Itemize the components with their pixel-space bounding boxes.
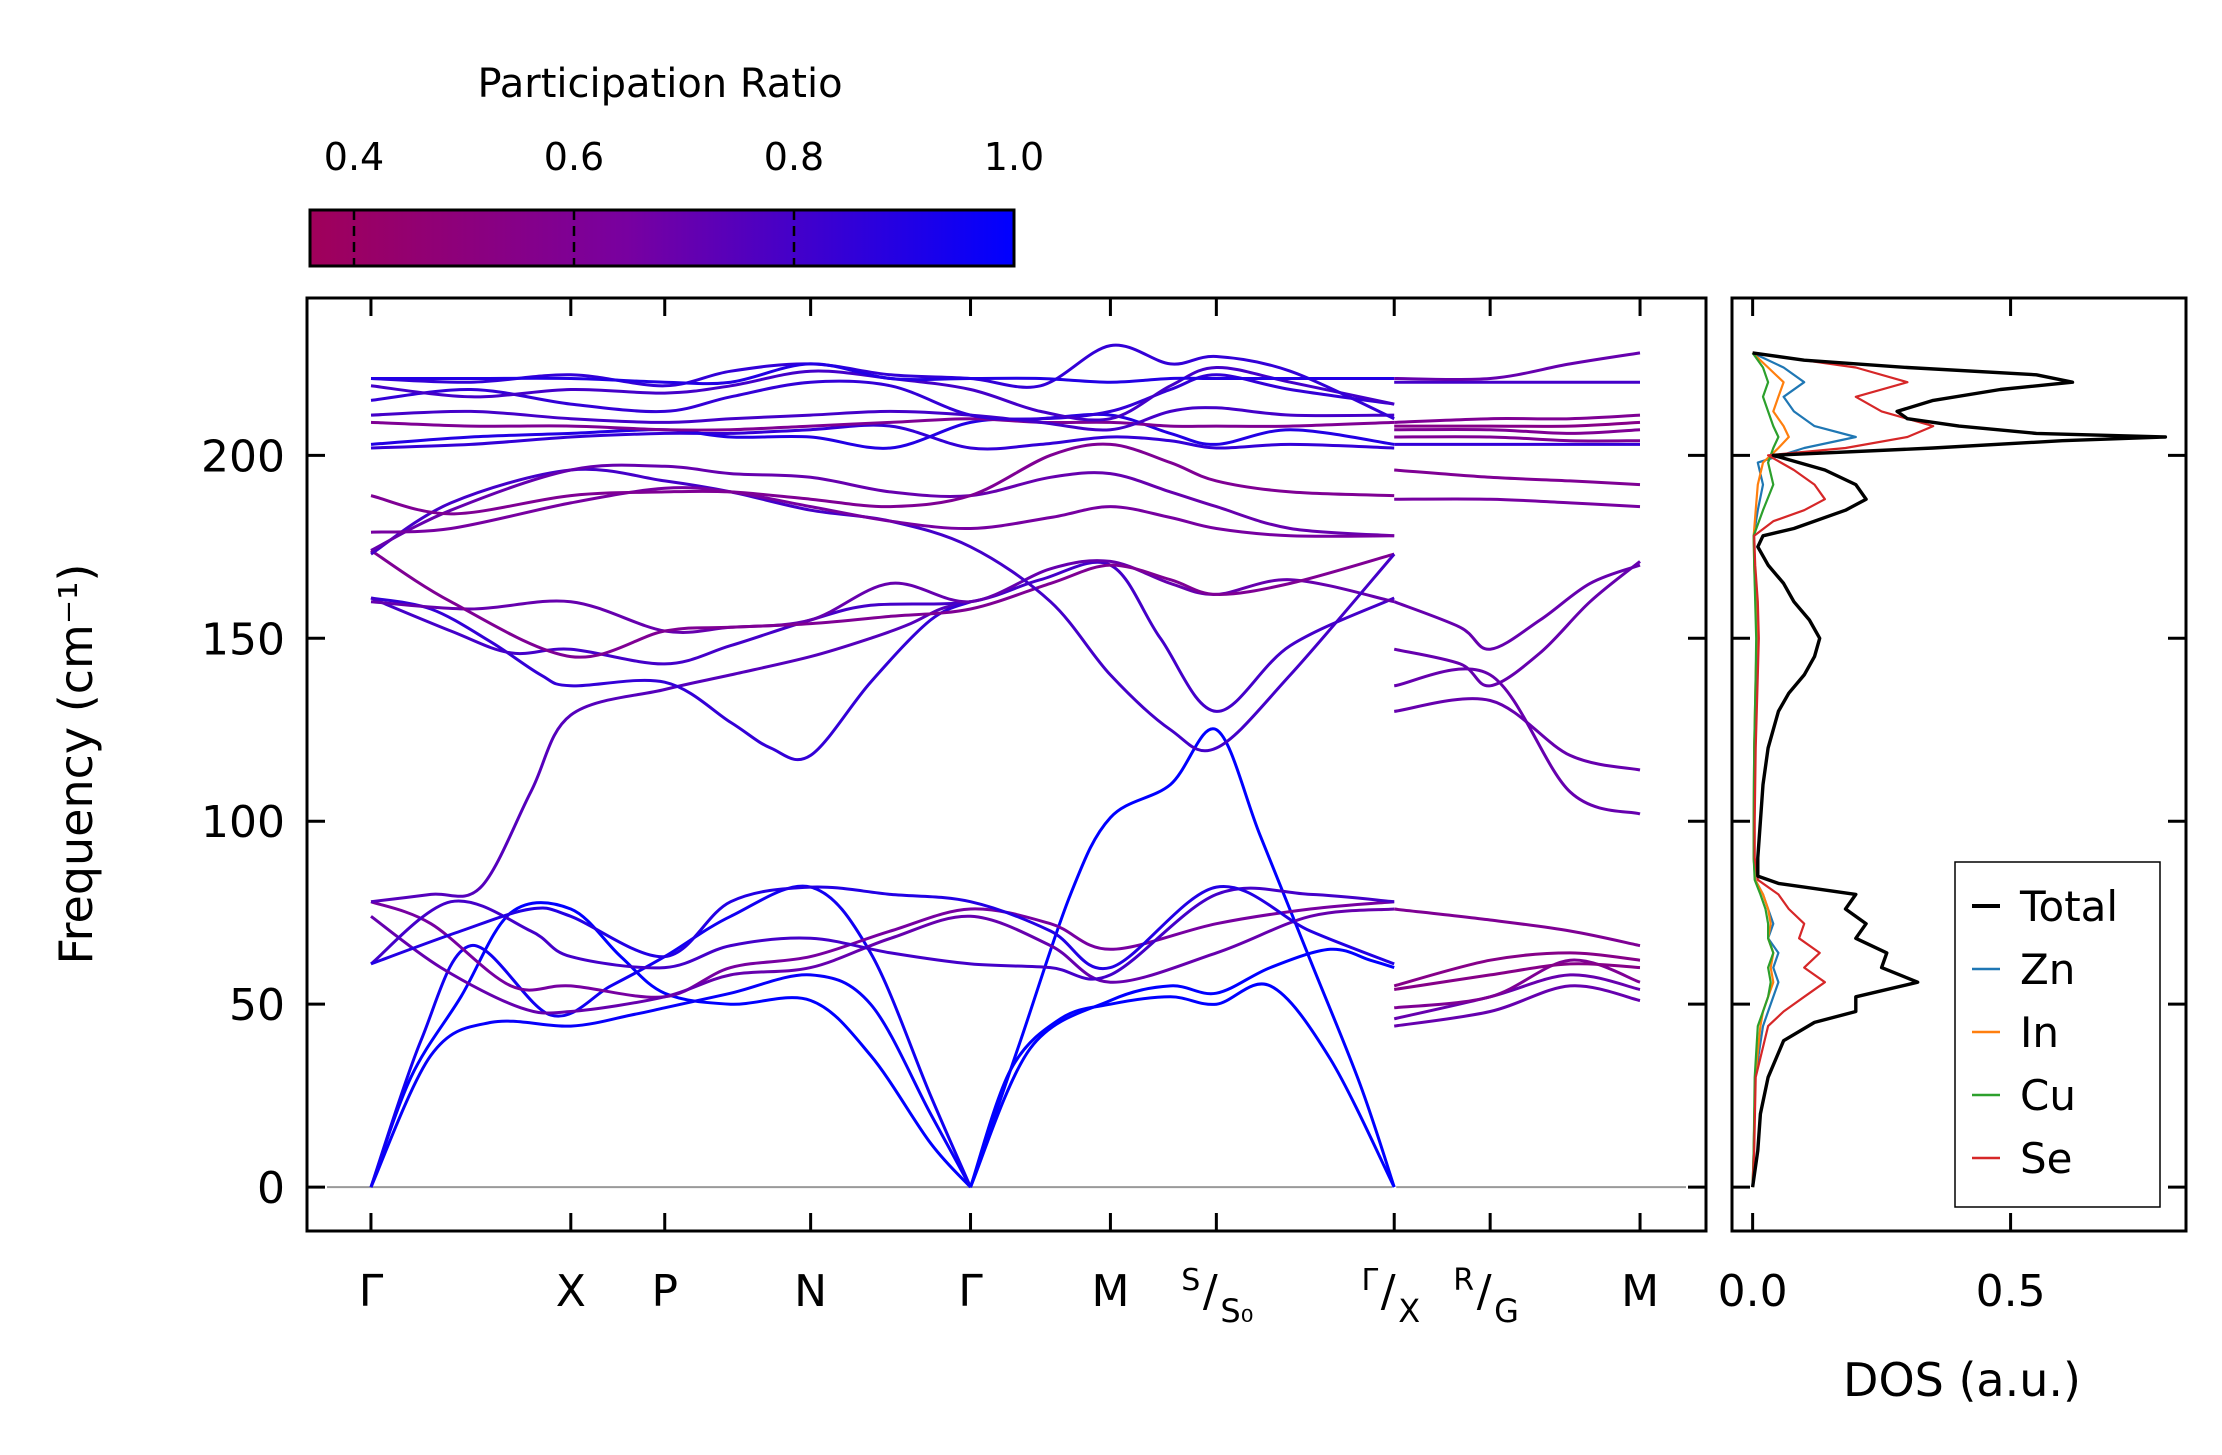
legend: Total Zn In Cu Se [1954, 861, 2161, 1208]
x-tick-label: X [556, 1266, 586, 1317]
y-tick-label: 50 [229, 980, 285, 1031]
x-tick-label-sub: S₀ [1220, 1292, 1253, 1330]
band-mid-5 [370, 549, 1395, 659]
x-tick-label-composite: Γ / X [1362, 1263, 1421, 1330]
y-tick-label: 0 [257, 1163, 285, 1214]
x-tick-label-composite: R / G [1453, 1263, 1519, 1330]
x-tick-label-sup: S [1181, 1263, 1200, 1298]
colorbar-tick-label: 1.0 [984, 135, 1044, 179]
x-tick-label-sub: G [1494, 1292, 1519, 1330]
x-axis-label: DOS (a.u.) [1843, 1353, 2081, 1407]
x-tick-label-slash: / [1477, 1266, 1492, 1317]
band-high-3 [370, 486, 1395, 538]
band-seg2-6 [1394, 907, 1641, 948]
x-tick-label: M [1091, 1266, 1129, 1317]
colorbar-tick-label: 0.8 [764, 135, 824, 179]
legend-label-in: In [2020, 1008, 2059, 1057]
dos-line-se [1751, 351, 1935, 1188]
dos-panel: 0.0 0.5 DOS (a.u.) Total Zn In Cu Se [1718, 296, 2188, 1407]
legend-items: Total Zn In Cu Se [1972, 882, 2118, 1183]
band-seg2-11 [1394, 497, 1641, 509]
band-low-2 [370, 907, 1395, 1015]
band-seg2-16 [1394, 420, 1641, 428]
band-lines [369, 343, 1641, 1189]
band-y-ticks: 0 50 100 150 200 [201, 431, 1706, 1214]
colorbar-tick-label: 0.6 [544, 135, 604, 179]
band-seg2-9 [1393, 560, 1641, 688]
band-seg2-19 [1394, 351, 1641, 382]
band-seg2-3 [1394, 958, 1641, 1010]
band-seg2-2 [1393, 973, 1641, 1021]
band-top-2 [370, 412, 1395, 450]
legend-label-cu: Cu [2020, 1071, 2076, 1120]
dos-frame [1730, 296, 2188, 1233]
band-seg2-14 [1394, 435, 1641, 443]
band-acoustic-2 [369, 973, 972, 1188]
band-mid-1 [370, 600, 971, 904]
band-top-8 [371, 362, 1395, 386]
band-high-2 [370, 463, 1395, 552]
band-seg2-4 [1393, 962, 1641, 991]
dos-x-tick-label: 0.5 [1976, 1266, 2046, 1317]
x-tick-label-slash: / [1203, 1266, 1218, 1317]
band-mid-4 [370, 559, 1395, 634]
band-acoustic-6 [969, 947, 1395, 1188]
y-tick-label: 150 [201, 614, 285, 665]
dos-line-cu [1751, 352, 1780, 1188]
y-tick-label: 100 [201, 797, 285, 848]
band-mid-3 [370, 560, 1395, 713]
band-seg2-15 [1394, 427, 1641, 435]
colorbar-gradient [308, 208, 1016, 268]
x-tick-label-sup: Γ [1362, 1263, 1379, 1298]
x-tick-label-composite: S / S₀ [1181, 1263, 1253, 1330]
band-acoustic-4 [969, 982, 1396, 1188]
x-tick-label: P [651, 1266, 678, 1317]
dos-ticks: 0.0 0.5 [1718, 298, 2186, 1317]
band-seg2-5 [1393, 951, 1641, 988]
legend-label-se: Se [2020, 1134, 2073, 1183]
y-tick-label: 200 [201, 431, 285, 482]
band-low-1 [370, 900, 1395, 999]
band-mid-2 [370, 596, 972, 762]
legend-label-zn: Zn [2020, 945, 2075, 994]
band-x-ticks: Γ X P N Γ M S / S₀Γ / XR / G M [359, 298, 1659, 1330]
band-seg2-7 [1394, 697, 1641, 772]
band-top-5 [370, 373, 1395, 421]
x-tick-label-sup: R [1453, 1263, 1474, 1298]
band-low-4 [370, 884, 1395, 971]
x-tick-label: M [1621, 1266, 1659, 1317]
colorbar-title: Participation Ratio [477, 61, 842, 107]
band-top-4 [370, 406, 1395, 432]
x-tick-label: N [794, 1266, 827, 1317]
band-top-7 [370, 343, 1395, 421]
colorbar-ticks: 0.4 0.6 0.8 1.0 [324, 135, 1044, 266]
dos-lines [1750, 351, 2168, 1188]
legend-label-total: Total [2019, 882, 2118, 931]
band-acoustic-5 [969, 727, 1396, 1188]
band-frame [305, 296, 1708, 1233]
y-axis-label: Frequency (cm⁻¹) [49, 564, 103, 965]
band-seg2-12 [1394, 468, 1641, 487]
x-tick-label: Γ [359, 1266, 384, 1317]
band-seg2-17 [1394, 413, 1641, 424]
dos-line-total [1750, 351, 2168, 1188]
band-low-3 [370, 886, 1395, 981]
band-acoustic-1 [369, 901, 972, 1189]
band-seg2-10 [1393, 563, 1641, 651]
band-high-4 [370, 442, 1395, 516]
band-top-3 [370, 417, 1395, 432]
colorbar-tick-label: 0.4 [324, 135, 384, 179]
x-tick-label-slash: / [1381, 1266, 1396, 1317]
dos-x-tick-label: 0.0 [1718, 1266, 1788, 1317]
band-top-1 [370, 423, 1395, 451]
band-seg2-8 [1393, 667, 1641, 816]
x-tick-label: Γ [958, 1266, 983, 1317]
legend-box [1954, 861, 2161, 1208]
band-seg2-1 [1393, 984, 1641, 1028]
colorbar: Participation Ratio 0.4 0.6 0.8 1.0 [308, 61, 1044, 268]
x-tick-label-sub: X [1398, 1292, 1420, 1330]
